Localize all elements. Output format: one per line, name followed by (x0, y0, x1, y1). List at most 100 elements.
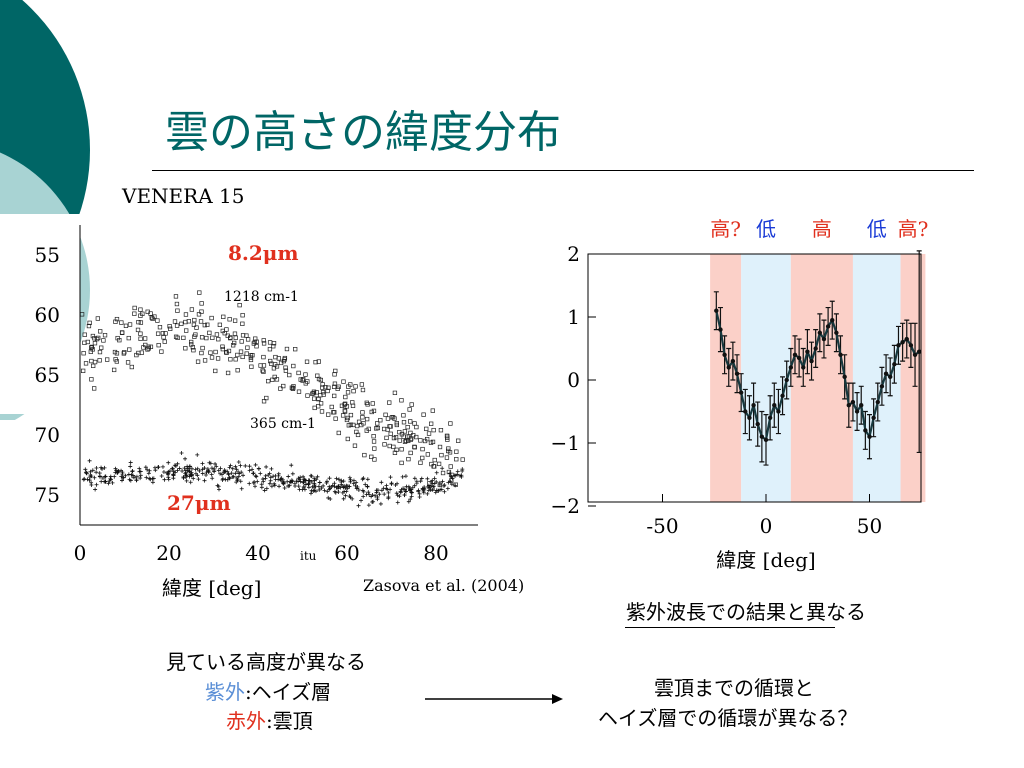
scatter-point-square (348, 412, 354, 418)
data-point (755, 421, 760, 427)
scatter-point-square (399, 460, 404, 466)
scatter-point-square (360, 387, 366, 393)
y-tick-label: 1 (567, 305, 580, 329)
data-point (738, 390, 744, 395)
scatter-point-plus (445, 486, 450, 491)
scatter-point-square (97, 358, 102, 363)
scatter-point-square (325, 388, 330, 394)
scatter-point-plus (172, 463, 177, 468)
scatter-point-plus (307, 479, 312, 484)
scatter-point-plus (130, 473, 135, 478)
data-point (722, 352, 727, 357)
scatter-point-square (238, 349, 244, 354)
scatter-point-plus (227, 475, 232, 480)
scatter-point-square (159, 349, 164, 354)
scatter-point-square (89, 377, 94, 382)
scatter-point-plus (345, 486, 350, 491)
scatter-point-square (414, 434, 419, 440)
scatter-point-plus (378, 501, 383, 506)
scatter-point-square (161, 335, 166, 340)
data-point (780, 393, 785, 398)
scatter-point-square (199, 335, 205, 340)
scatter-point-square (364, 400, 369, 405)
scatter-point-square (225, 370, 231, 376)
scatter-point-square (312, 396, 317, 401)
scatter-point-square (345, 436, 350, 442)
scatter-point-plus (189, 466, 194, 471)
scatter-point-plus (82, 476, 87, 481)
scatter-point-square (440, 470, 446, 476)
scatter-point-plus (214, 464, 219, 469)
scatter-point-square (199, 309, 204, 314)
x-tick-label: 0 (74, 541, 87, 565)
scatter-point-plus (297, 477, 302, 482)
scatter-point-plus (286, 484, 291, 489)
scatter-point-square (274, 377, 280, 382)
scatter-point-plus (225, 469, 230, 474)
scatter-point-plus (187, 469, 192, 474)
scatter-point-square (284, 346, 290, 352)
scatter-point-plus (238, 463, 243, 468)
scatter-point-square (92, 386, 97, 391)
scatter-point-plus (397, 494, 402, 499)
x-tick-label: 20 (156, 541, 181, 565)
scatter-point-plus (235, 478, 240, 483)
scatter-point-plus (290, 471, 295, 476)
scatter-point-plus (425, 491, 430, 496)
scatter-point-square (269, 361, 274, 366)
scatter-point-plus (218, 471, 223, 476)
scatter-point-square (454, 457, 459, 462)
conclusion-line-1: 雲頂までの循環と (654, 676, 814, 700)
scatter-point-square (408, 450, 413, 456)
scatter-point-square (235, 352, 240, 358)
scatter-point-plus (336, 477, 341, 482)
scatter-point-plus (263, 476, 268, 481)
data-point (850, 399, 856, 405)
scatter-point-square (397, 438, 402, 443)
scatter-point-plus (202, 478, 207, 483)
scatter-point-square (401, 420, 407, 425)
data-point (892, 362, 897, 367)
scatter-point-square (114, 351, 120, 356)
scatter-point-square (403, 438, 409, 444)
scatter-point-square (414, 424, 419, 430)
scatter-point-square (371, 408, 377, 414)
scatter-point-plus (317, 487, 322, 492)
scatter-point-square (138, 331, 143, 336)
scatter-point-plus (151, 476, 156, 481)
scatter-point-square (426, 431, 432, 436)
scatter-point-plus (250, 467, 255, 472)
scatter-point-square (264, 395, 269, 401)
scatter-point-plus (211, 468, 216, 473)
scatter-point-square (88, 349, 93, 354)
scatter-point-square (341, 379, 346, 384)
scatter-point-plus (130, 469, 135, 474)
scatter-point-plus (222, 468, 227, 473)
scatter-point-square (163, 331, 168, 336)
scatter-point-square (296, 389, 302, 394)
scatter-point-plus (159, 473, 164, 478)
scatter-point-plus (334, 476, 339, 481)
x-tick-label: -50 (646, 514, 678, 538)
scatter-point-square (353, 384, 358, 389)
scatter-point-plus (360, 477, 365, 482)
uv-note: 紫外:ヘイズ層 (205, 676, 331, 705)
scatter-point-square (181, 335, 186, 341)
scatter-point-square (205, 322, 210, 327)
scatter-point-square (254, 344, 259, 349)
source-label: VENERA 15 (122, 184, 245, 208)
scatter-point-plus (453, 483, 458, 488)
scatter-point-plus (442, 489, 447, 494)
data-point (714, 308, 719, 313)
scatter-point-square (89, 358, 94, 364)
scatter-point-square (351, 388, 356, 394)
scatter-point-plus (371, 499, 376, 504)
y-tick-label: 60 (35, 303, 60, 327)
scatter-point-square (174, 301, 180, 307)
scatter-point-plus (354, 480, 359, 485)
scatter-point-square (392, 390, 398, 396)
scatter-point-plus (369, 494, 374, 499)
scatter-point-square (214, 332, 220, 337)
scatter-point-plus (231, 474, 236, 479)
